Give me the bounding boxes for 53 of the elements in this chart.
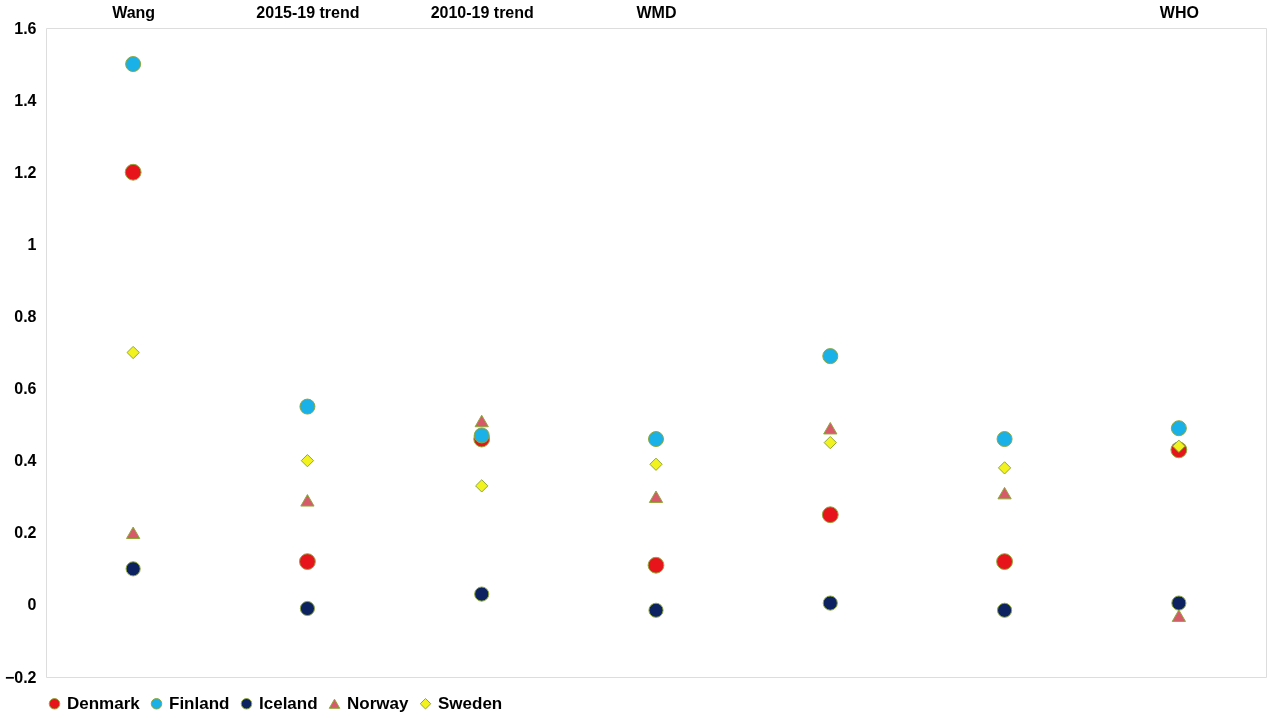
- point: [1171, 595, 1187, 611]
- point: [473, 427, 490, 444]
- point: [823, 436, 837, 450]
- point: [822, 595, 838, 611]
- point: [124, 163, 142, 181]
- legend-label: Sweden: [438, 693, 503, 713]
- point: [126, 526, 141, 540]
- point: [300, 494, 315, 507]
- point: [299, 553, 316, 571]
- point: [997, 486, 1012, 500]
- point: [300, 454, 315, 468]
- point: [125, 56, 142, 73]
- y-tick-label: 0.4: [14, 452, 37, 470]
- point: [125, 561, 141, 577]
- x-tick-label: 2015-19 trend: [256, 3, 360, 21]
- y-tick-label: 0.2: [14, 524, 37, 542]
- y-tick-label: 0: [27, 596, 37, 614]
- y-tick-label: 1.2: [14, 163, 37, 181]
- point: [1172, 439, 1186, 453]
- point: [474, 586, 490, 602]
- point: [648, 602, 664, 618]
- point: [823, 421, 838, 435]
- legend-label: Iceland: [259, 693, 318, 713]
- y-tick-label: 0.6: [14, 380, 37, 398]
- legend-label: Norway: [347, 693, 409, 713]
- point: [997, 461, 1012, 475]
- point: [126, 345, 140, 360]
- point: [475, 479, 489, 493]
- y-tick-label: 1.6: [14, 19, 37, 37]
- point: [474, 414, 489, 428]
- x-tick-label: WHO: [1159, 3, 1199, 21]
- point: [822, 348, 839, 365]
- x-tick-label: WMD: [636, 3, 677, 21]
- point: [821, 506, 839, 524]
- x-tick-label: 2010-19 trend: [430, 3, 534, 21]
- point: [997, 602, 1013, 618]
- point: [648, 431, 664, 448]
- y-tick-label: 0.8: [14, 307, 37, 325]
- point: [1170, 420, 1187, 437]
- y-tick-label: 1: [27, 235, 37, 253]
- point: [1171, 609, 1186, 622]
- legend-label: Denmark: [67, 693, 141, 713]
- point: [299, 600, 315, 617]
- y-tick-label: −0.2: [4, 668, 37, 686]
- x-tick-label: Wang: [112, 3, 156, 21]
- point: [649, 457, 663, 471]
- point: [996, 431, 1013, 448]
- y-tick-label: 1.4: [14, 91, 37, 109]
- point: [299, 398, 316, 415]
- point: [648, 490, 664, 503]
- legend-label: Finland: [169, 693, 230, 713]
- point: [996, 553, 1013, 571]
- point: [647, 556, 665, 574]
